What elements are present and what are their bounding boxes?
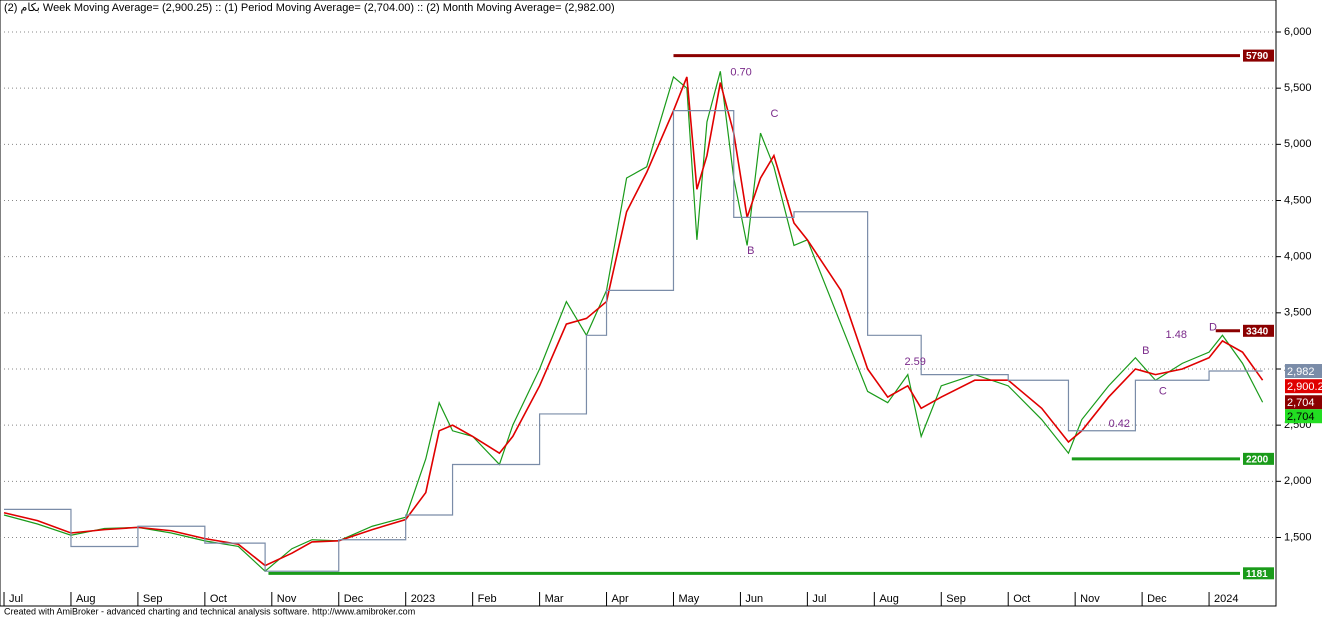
x-tick-label: Jul <box>812 593 826 605</box>
level-label: 2200 <box>1246 454 1269 465</box>
annotation: C <box>771 108 779 120</box>
x-tick-label: Aug <box>76 593 96 605</box>
x-tick-label: Jul <box>9 593 23 605</box>
level-tag <box>1243 567 1274 580</box>
x-tick-label: Dec <box>344 593 364 605</box>
price-tag <box>1285 379 1322 394</box>
x-tick-label: 2023 <box>411 593 435 605</box>
annotation: 0.42 <box>1109 418 1130 430</box>
price-tag-label: 2,704 <box>1287 397 1315 409</box>
x-tick-label: Oct <box>210 593 227 605</box>
price-tag-label: 2,982 <box>1287 366 1315 378</box>
level-tag <box>1243 324 1274 337</box>
series-line <box>4 110 1263 572</box>
annotation: B <box>1142 345 1149 357</box>
x-tick-label: Jun <box>745 593 763 605</box>
annotation: 0.70 <box>730 66 751 78</box>
chart-title: بکام (2) Week Moving Average= (2,900.25)… <box>4 2 615 14</box>
y-tick-label: 4,500 <box>1284 194 1312 206</box>
annotation: 1.48 <box>1166 329 1187 341</box>
x-tick-label: Apr <box>612 593 629 605</box>
annotation: 2.59 <box>904 356 925 368</box>
level-tag <box>1243 49 1274 62</box>
annotation: D <box>1209 321 1217 333</box>
level-label: 1181 <box>1246 569 1268 580</box>
level-label: 5790 <box>1246 51 1269 62</box>
level-tag <box>1243 452 1274 465</box>
x-tick-label: Nov <box>277 593 297 605</box>
annotation: B <box>747 245 754 257</box>
x-tick-label: Mar <box>545 593 564 605</box>
level-label: 3340 <box>1246 326 1269 337</box>
x-tick-label: Dec <box>1147 593 1167 605</box>
price-tag <box>1285 364 1322 379</box>
x-tick-label: Nov <box>1080 593 1100 605</box>
x-tick-label: Sep <box>143 593 163 605</box>
x-tick-label: Sep <box>946 593 966 605</box>
x-tick-label: Feb <box>478 593 497 605</box>
price-tag <box>1285 409 1322 424</box>
x-tick-label: Aug <box>879 593 899 605</box>
y-tick-label: 2,000 <box>1284 475 1312 487</box>
x-tick-label: May <box>678 593 699 605</box>
series-line <box>3 76 1264 567</box>
series-line <box>3 71 1264 572</box>
footer: Created with AmiBroker - advanced charti… <box>4 606 415 616</box>
y-tick-label: 5,500 <box>1284 82 1312 94</box>
y-tick-label: 3,500 <box>1284 307 1312 319</box>
y-tick-label: 1,500 <box>1284 531 1312 543</box>
y-tick-label: 6,000 <box>1284 26 1312 38</box>
plot-frame <box>0 0 1277 607</box>
annotation: C <box>1159 385 1167 397</box>
x-tick-label: 2024 <box>1214 593 1238 605</box>
y-tick-label: 5,000 <box>1284 138 1312 150</box>
x-tick-label: Oct <box>1013 593 1030 605</box>
y-tick-label: 4,000 <box>1284 251 1312 263</box>
price-tag-label: 2,704 <box>1287 411 1315 423</box>
price-tag-label: 2,900.25 <box>1287 381 1330 393</box>
price-tag <box>1285 395 1322 410</box>
